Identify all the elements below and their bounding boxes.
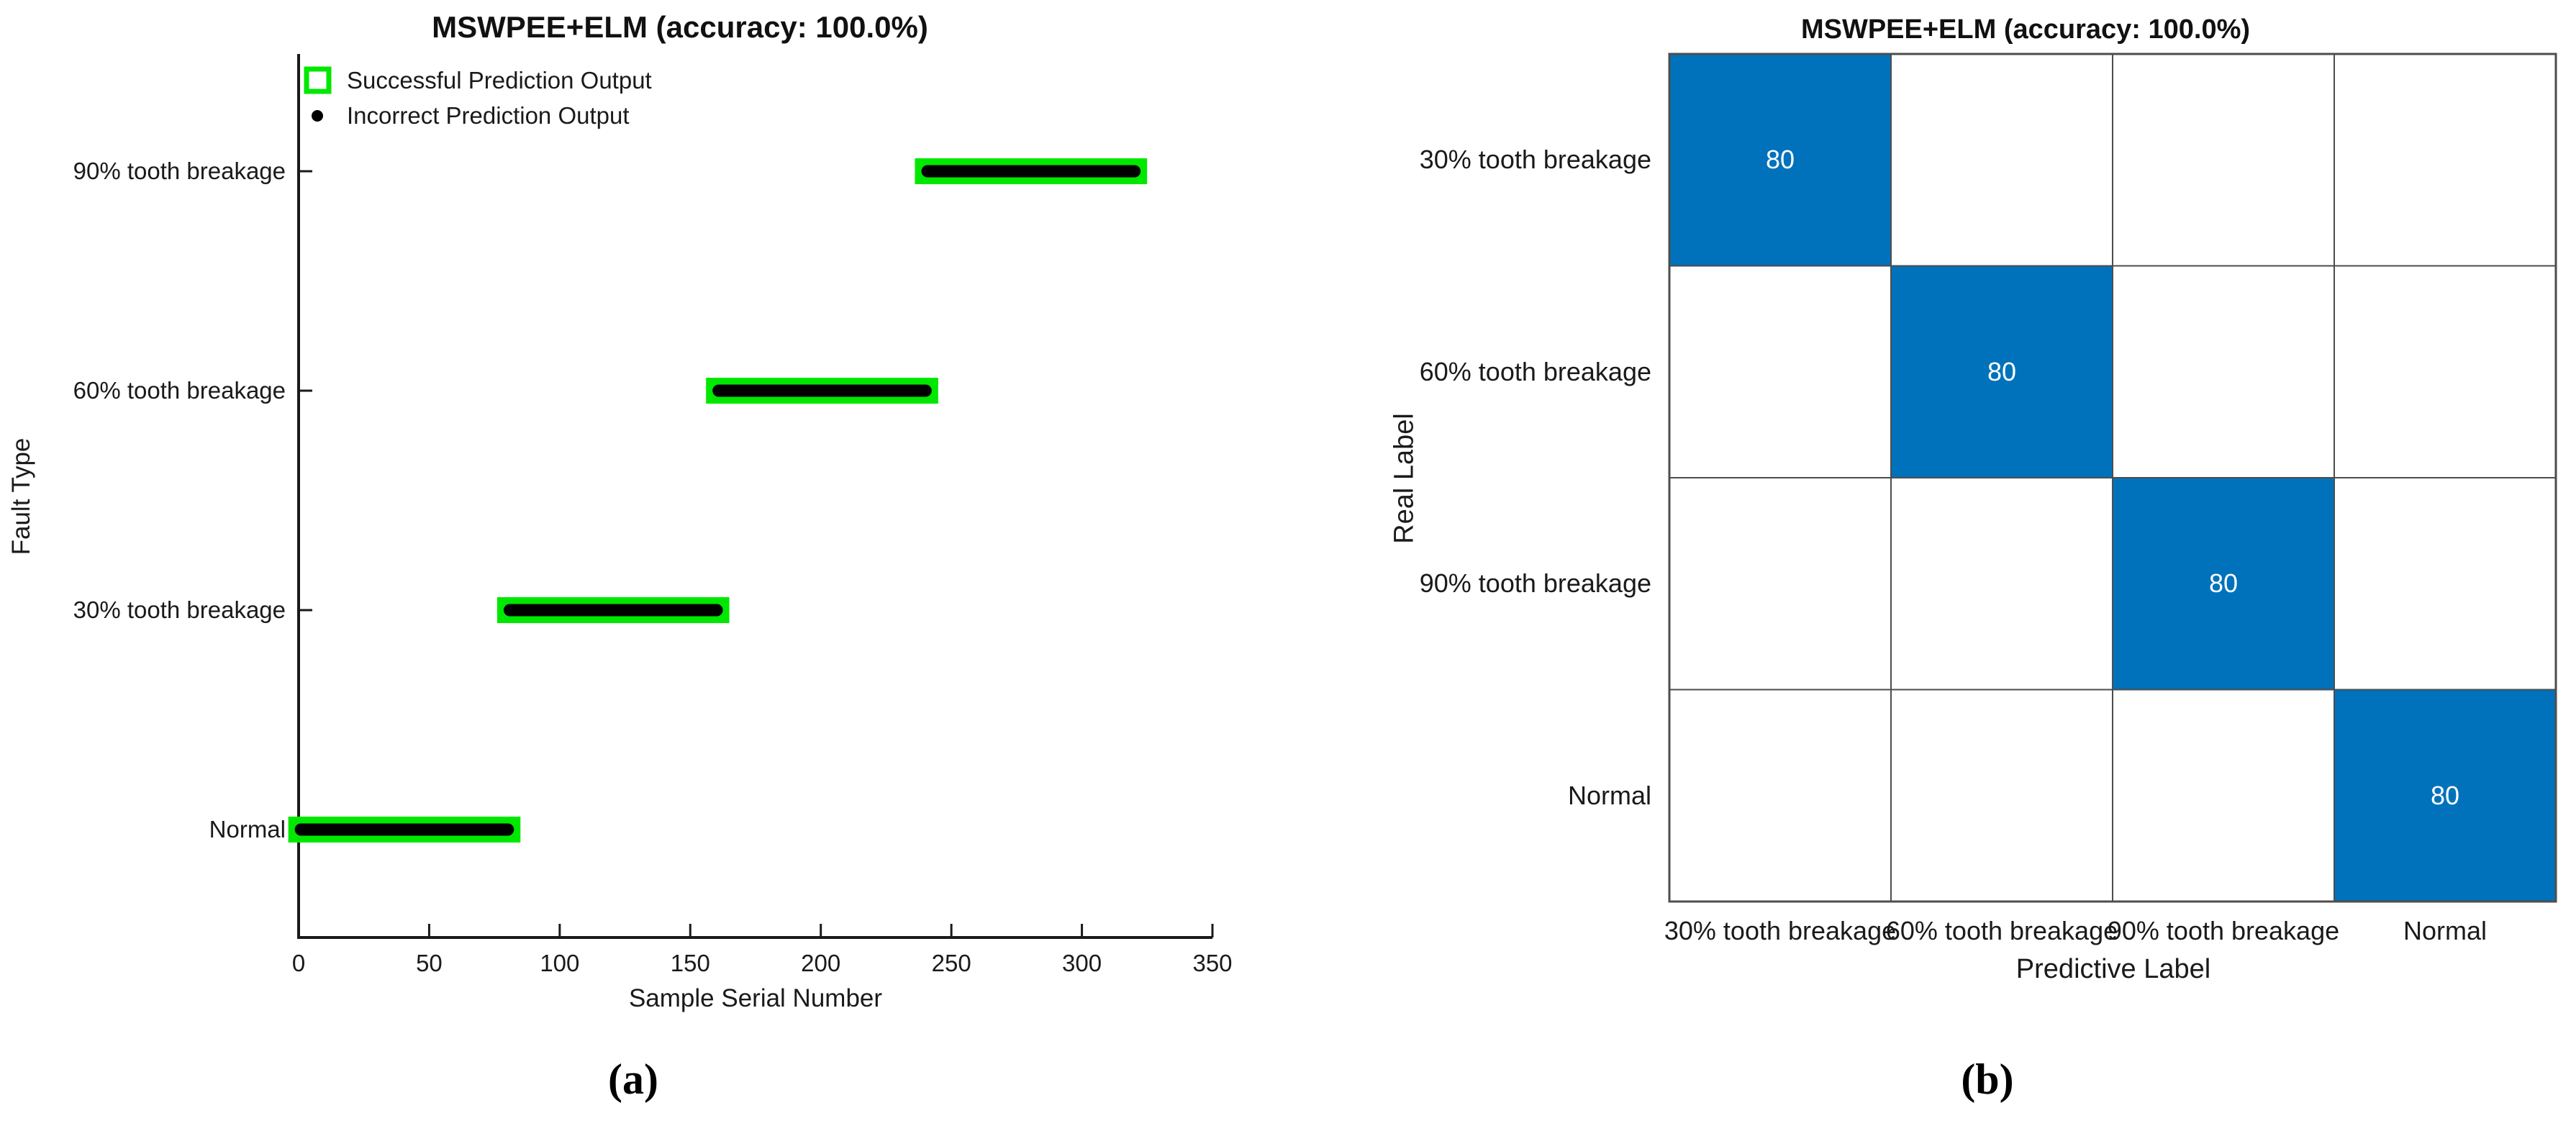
- panel-b-xlabel: Predictive Label: [2015, 954, 2211, 984]
- matrix-row-label: 90% tooth breakage: [1419, 568, 1651, 599]
- x-tick-label: 0: [291, 950, 306, 976]
- panel-b-ylabel: Real Label: [1389, 413, 1420, 544]
- panel-b-title: MSWPEE+ELM (accuracy: 100.0%): [1800, 14, 2251, 45]
- matrix-row-label: 30% tooth breakage: [1419, 145, 1651, 175]
- panel-a-xlabel: Sample Serial Number: [628, 984, 883, 1012]
- matrix-cell-value: 80: [1765, 145, 1795, 175]
- matrix-cell: [2334, 265, 2557, 478]
- matrix-cell: [2112, 265, 2335, 478]
- matrix-col-label: 60% tooth breakage: [1885, 916, 2118, 945]
- x-tick-label: 350: [1192, 950, 1233, 976]
- matrix-cell-value: 80: [2208, 568, 2239, 599]
- y-category-label: 90% tooth breakage: [73, 158, 286, 184]
- prediction-dot-line: [503, 604, 723, 617]
- axes-spines: [297, 54, 1212, 939]
- matrix-col-label: 30% tooth breakage: [1664, 916, 1897, 945]
- matrix-cell: [2112, 689, 2335, 902]
- legend-label: Incorrect Prediction Output: [347, 102, 630, 129]
- x-tick-label: 100: [540, 950, 580, 976]
- matrix-cell: [1890, 477, 2113, 691]
- x-tick-label: 200: [801, 950, 841, 976]
- y-category-label: Normal: [209, 816, 286, 843]
- matrix-col-label: 90% tooth breakage: [2107, 916, 2340, 945]
- matrix-cell-value: 80: [1987, 356, 2017, 386]
- legend-dot-icon: [312, 110, 323, 122]
- prediction-dot-line: [712, 384, 932, 397]
- x-tick-label: 250: [931, 950, 971, 976]
- x-tick-label: 300: [1062, 950, 1102, 976]
- matrix-cell: [1890, 689, 2113, 902]
- matrix-border: [1668, 53, 2557, 903]
- matrix-cell: [2112, 53, 2335, 267]
- panel-a-ylabel: Fault Type: [7, 437, 35, 555]
- matrix-cell: [1669, 265, 1892, 478]
- prediction-dot-line: [921, 165, 1141, 178]
- matrix-cell: [2334, 53, 2557, 267]
- matrix-cell: [2334, 689, 2557, 902]
- y-category-label: 30% tooth breakage: [73, 596, 286, 623]
- legend-label: Successful Prediction Output: [347, 67, 652, 94]
- legend-open-square-icon: [304, 66, 332, 94]
- matrix-cell: [1890, 53, 2113, 267]
- matrix-cell: [1669, 477, 1892, 691]
- x-tick-label: 150: [670, 950, 710, 976]
- matrix-cell: [2334, 477, 2557, 691]
- x-tick-label: 50: [416, 950, 443, 976]
- matrix-row-label: 60% tooth breakage: [1419, 356, 1651, 386]
- subfigure-label-b: (b): [1961, 1055, 2014, 1103]
- panel-a-title: MSWPEE+ELM (accuracy: 100.0%): [432, 10, 928, 44]
- y-category-label: 60% tooth breakage: [73, 377, 286, 404]
- matrix-cell: [1669, 689, 1892, 902]
- subfigure-label-a: (a): [608, 1055, 658, 1103]
- matrix-row-label: Normal: [1567, 780, 1651, 810]
- matrix-cell: [1890, 265, 2113, 478]
- prediction-dot-line: [294, 823, 514, 836]
- matrix-cell: [2112, 477, 2335, 691]
- matrix-col-label: Normal: [2403, 916, 2487, 945]
- matrix-cell-value: 80: [2430, 780, 2460, 810]
